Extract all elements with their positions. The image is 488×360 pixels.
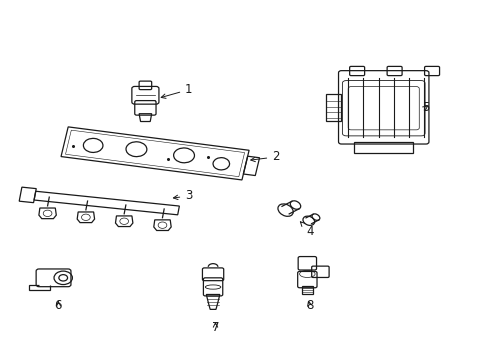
Text: 8: 8 xyxy=(305,299,313,312)
Bar xyxy=(353,142,412,153)
Text: 1: 1 xyxy=(161,83,192,98)
Text: 3: 3 xyxy=(173,189,192,202)
Text: 6: 6 xyxy=(55,299,62,312)
Bar xyxy=(325,94,341,121)
Text: 5: 5 xyxy=(421,101,428,114)
Text: 7: 7 xyxy=(211,321,219,334)
Text: 2: 2 xyxy=(250,150,279,163)
Text: 4: 4 xyxy=(300,222,313,238)
Bar xyxy=(302,286,312,294)
